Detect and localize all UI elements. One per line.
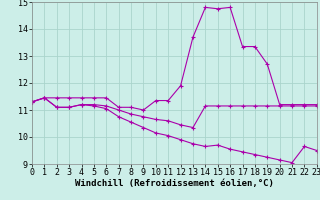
X-axis label: Windchill (Refroidissement éolien,°C): Windchill (Refroidissement éolien,°C)	[75, 179, 274, 188]
